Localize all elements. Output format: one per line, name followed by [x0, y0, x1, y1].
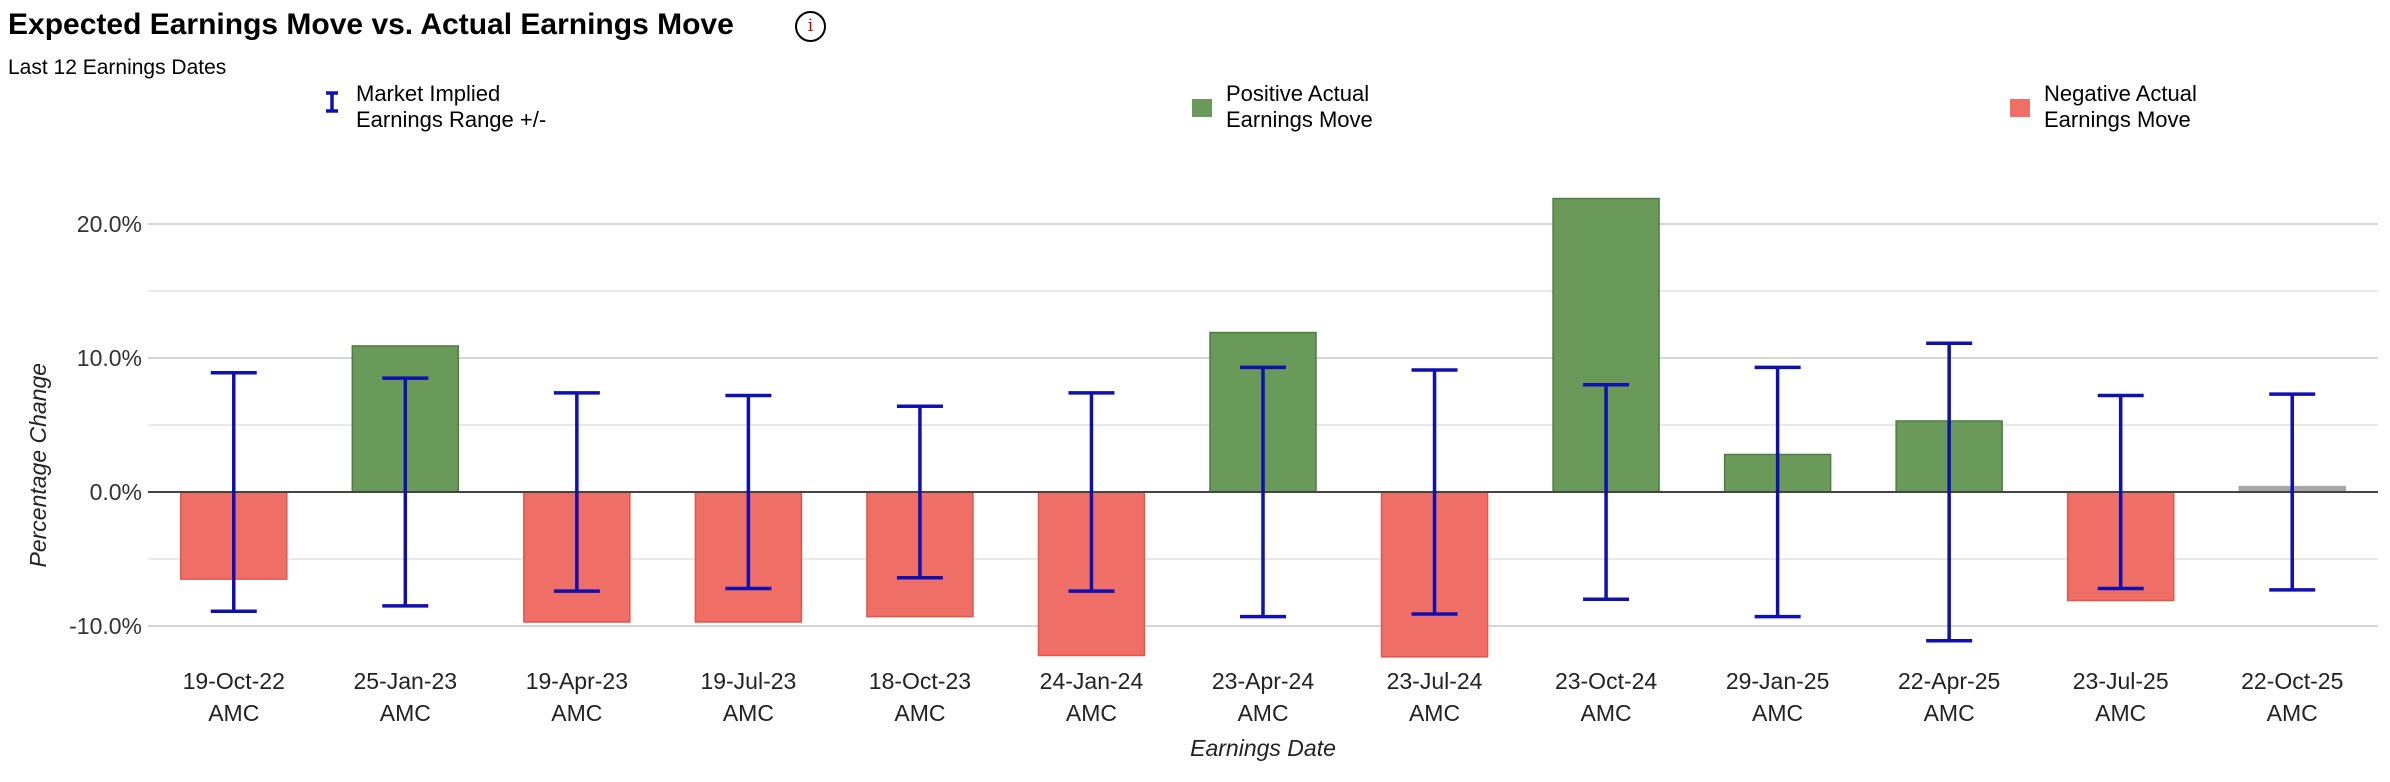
x-tick-label-session: AMC	[380, 700, 431, 726]
legend-label-implied: Market Implied Earnings Range +/-	[356, 81, 547, 132]
legend-item-positive: Positive Actual Earnings Move	[1192, 81, 1456, 133]
legend-label-positive: Positive Actual Earnings Move	[1226, 81, 1373, 132]
chart-subtitle: Last 12 Earnings Dates	[8, 56, 227, 79]
x-tick-label-date: 22-Apr-25	[1898, 668, 2000, 694]
legend-label-negative: Negative Actual Earnings Move	[2044, 81, 2197, 132]
y-tick-label: -10.0%	[69, 613, 142, 639]
chart-title: Expected Earnings Move vs. Actual Earnin…	[8, 8, 734, 41]
x-tick-label-session: AMC	[2095, 700, 2146, 726]
y-tick-label: 20.0%	[77, 211, 142, 237]
x-tick-label-session: AMC	[1066, 700, 1117, 726]
x-tick-label-session: AMC	[1237, 700, 1288, 726]
legend-item-negative: Negative Actual Earnings Move	[2010, 81, 2274, 133]
x-tick-label-date: 22-Oct-25	[2241, 668, 2343, 694]
error-bar-icon	[322, 91, 342, 113]
x-tick-label-session: AMC	[1581, 700, 1632, 726]
x-axis-label: Earnings Date	[1190, 735, 1336, 761]
y-tick-label: 0.0%	[90, 479, 142, 505]
x-tick-label-session: AMC	[1924, 700, 1975, 726]
legend-swatch-negative	[2010, 99, 2030, 117]
x-tick-label-date: 19-Oct-22	[183, 668, 285, 694]
x-tick-label-session: AMC	[894, 700, 945, 726]
y-axis-label: Percentage Change	[25, 363, 51, 568]
legend-swatch-positive	[1192, 99, 1212, 117]
x-tick-label-date: 29-Jan-25	[1726, 668, 1830, 694]
x-tick-label-date: 23-Apr-24	[1212, 668, 1314, 694]
x-tick-label-session: AMC	[723, 700, 774, 726]
legend-item-implied: Market Implied Earnings Range +/-	[322, 81, 586, 133]
x-tick-label-date: 23-Jul-24	[1387, 668, 1483, 694]
x-tick-label-session: AMC	[1752, 700, 1803, 726]
x-tick-label-session: AMC	[2267, 700, 2318, 726]
x-tick-label-date: 23-Jul-25	[2073, 668, 2169, 694]
x-tick-label-session: AMC	[551, 700, 602, 726]
x-tick-label-date: 18-Oct-23	[869, 668, 971, 694]
x-tick-label-date: 19-Apr-23	[526, 668, 628, 694]
x-tick-label-session: AMC	[208, 700, 259, 726]
x-tick-label-date: 19-Jul-23	[700, 668, 796, 694]
x-tick-label-date: 23-Oct-24	[1555, 668, 1657, 694]
x-tick-label-session: AMC	[1409, 700, 1460, 726]
x-tick-label-date: 24-Jan-24	[1040, 668, 1144, 694]
x-tick-label-date: 25-Jan-23	[354, 668, 458, 694]
info-icon[interactable]: i	[795, 11, 826, 42]
y-tick-label: 10.0%	[77, 345, 142, 371]
